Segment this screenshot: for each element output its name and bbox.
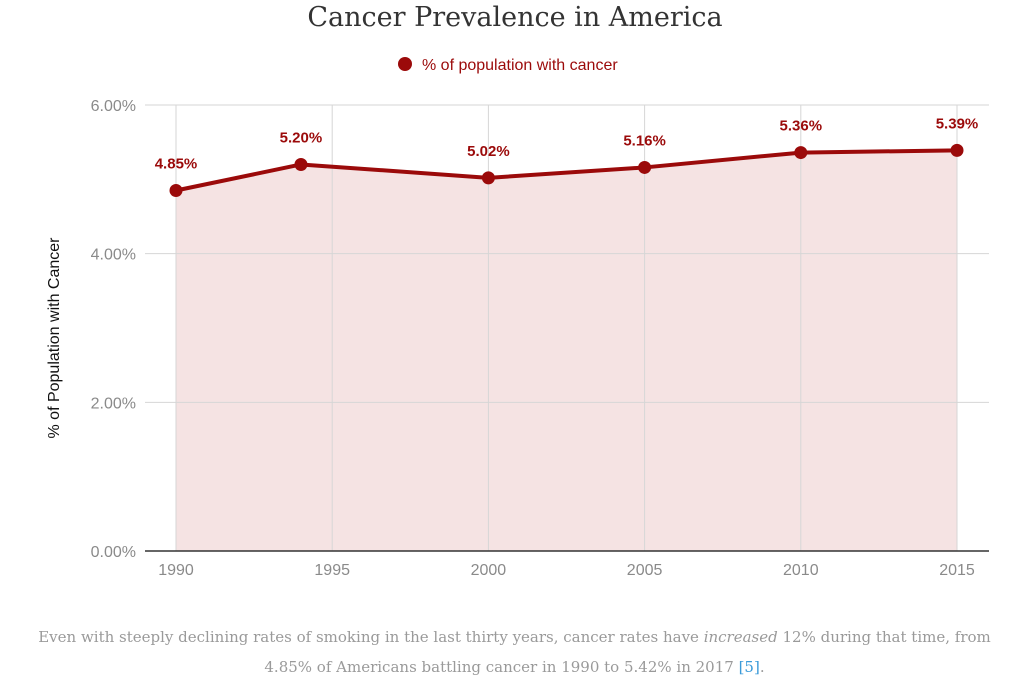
chart-caption: Even with steeply declining rates of smo… xyxy=(20,622,1009,682)
x-tick-label: 1990 xyxy=(158,562,194,579)
y-tick-label: 4.00% xyxy=(91,247,136,264)
data-point[interactable] xyxy=(481,171,495,185)
caption-text-middle: 12% during that time, from 4.85% of Amer… xyxy=(264,628,991,676)
y-tick-label: 0.00% xyxy=(91,544,136,561)
y-axis-title: % of Population with Cancer xyxy=(46,237,63,439)
data-point[interactable] xyxy=(638,160,652,174)
area-fill xyxy=(176,150,957,552)
data-label: 5.20% xyxy=(280,129,323,146)
data-point[interactable] xyxy=(950,143,964,157)
chart: Cancer Prevalence in America % of popula… xyxy=(46,2,989,579)
series-line xyxy=(174,148,959,193)
caption-emphasis: increased xyxy=(703,628,778,646)
legend-marker xyxy=(398,57,412,71)
data-label-layer: 4.85% 5.20% 5.02% 5.16% 5.36% 5.39% xyxy=(155,115,979,172)
data-label: 5.39% xyxy=(936,115,979,132)
data-label: 5.36% xyxy=(780,118,823,135)
data-label: 5.02% xyxy=(467,143,510,160)
reference-number: 5 xyxy=(744,658,754,676)
chart-title: Cancer Prevalence in America xyxy=(307,2,722,33)
x-tick-label: 2015 xyxy=(939,562,975,579)
data-point[interactable] xyxy=(169,183,183,197)
data-label: 4.85% xyxy=(155,155,198,172)
caption-text-end: . xyxy=(759,658,765,676)
reference-link[interactable]: [5] xyxy=(739,658,760,676)
x-tick-label: 2000 xyxy=(471,562,507,579)
reference-close-bracket: ] xyxy=(753,658,760,676)
legend-label: % of population with cancer xyxy=(422,57,618,74)
axis-layer: 0.00% 2.00% 4.00% 6.00% 1990 1995 2000 2005 2010… xyxy=(91,98,989,579)
y-tick-label: 6.00% xyxy=(91,98,136,115)
legend[interactable]: % of population with cancer xyxy=(398,57,618,74)
caption-text-start: Even with steeply declining rates of smo… xyxy=(38,628,704,646)
line-layer xyxy=(174,148,959,193)
data-point[interactable] xyxy=(794,146,808,160)
point-layer xyxy=(169,143,964,197)
x-tick-label: 2010 xyxy=(783,562,819,579)
y-tick-label: 2.00% xyxy=(91,395,136,412)
data-point[interactable] xyxy=(294,157,308,171)
data-label: 5.16% xyxy=(623,132,666,149)
reference-open-bracket: [ xyxy=(738,658,745,676)
x-tick-label: 1995 xyxy=(314,562,350,579)
area-layer xyxy=(176,150,957,552)
x-tick-label: 2005 xyxy=(627,562,663,579)
